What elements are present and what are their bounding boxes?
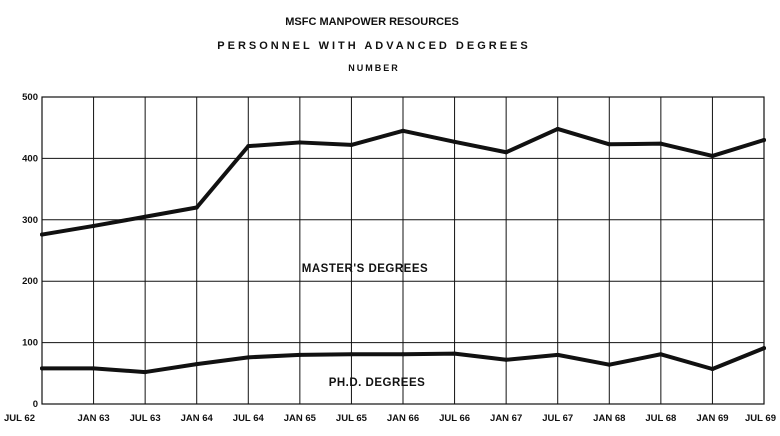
x-tick-labels: JUL 62 JAN 63 JUL 63 JAN 64 JUL 64 JAN 65 JUL … (4, 413, 776, 424)
x-tick-label: JAN 69 (696, 413, 728, 424)
data-point-master-s-degrees (194, 205, 199, 210)
x-tick-label: JUL 68 (645, 413, 676, 424)
data-point-ph-d-degrees (143, 370, 148, 375)
plot-frame (41, 96, 765, 405)
chart-subtitle: PERSONNEL WITH ADVANCED DEGREES (217, 40, 530, 52)
y-tick-label: 200 (22, 276, 38, 287)
data-point-ph-d-degrees (401, 352, 405, 357)
data-point-master-s-degrees (246, 144, 251, 149)
data-point-master-s-degrees (297, 140, 302, 145)
x-tick-label: JAN 66 (387, 413, 419, 424)
x-tick-label: JUL 67 (542, 413, 573, 424)
y-tick-label: 500 (22, 92, 38, 103)
data-point-master-s-degrees (762, 137, 766, 142)
x-tick-label: JUL 62 (4, 413, 35, 424)
data-point-master-s-degrees (40, 232, 44, 237)
data-point-master-s-degrees (349, 142, 354, 147)
x-tick-label: JAN 67 (490, 413, 522, 424)
data-point-ph-d-degrees (555, 352, 560, 357)
y-tick-label: 0 (33, 399, 38, 410)
x-tick-label: JUL 63 (130, 413, 161, 424)
data-point-ph-d-degrees (40, 366, 44, 371)
series-layer (40, 126, 766, 375)
x-tick-label: JAN 64 (181, 413, 214, 424)
y-tick-label: 100 (22, 338, 38, 349)
data-point-ph-d-degrees (607, 362, 612, 367)
data-point-ph-d-degrees (297, 352, 302, 357)
data-point-ph-d-degrees (504, 357, 509, 362)
data-point-master-s-degrees (91, 223, 96, 228)
x-tick-label: JAN 65 (284, 413, 317, 424)
series-label-masters-degrees: MASTER'S DEGREES (302, 263, 428, 275)
x-tick-label: JAN 63 (77, 413, 109, 424)
x-tick-label: JUL 64 (233, 413, 265, 424)
data-point-ph-d-degrees (762, 346, 766, 351)
data-point-master-s-degrees (710, 153, 715, 158)
y-tick-label: 300 (22, 215, 38, 226)
data-point-master-s-degrees (401, 128, 405, 133)
grid-layer (41, 96, 765, 405)
data-point-ph-d-degrees (349, 352, 354, 357)
chart-title: MSFC MANPOWER RESOURCES (285, 16, 459, 28)
y-tick-label: 400 (22, 153, 38, 164)
x-tick-label: JUL 65 (336, 413, 368, 424)
data-point-master-s-degrees (555, 126, 560, 131)
x-tick-label: JUL 66 (439, 413, 470, 424)
data-point-master-s-degrees (452, 139, 457, 144)
data-point-ph-d-degrees (246, 355, 251, 360)
data-point-master-s-degrees (607, 142, 612, 147)
data-point-ph-d-degrees (710, 367, 715, 372)
data-point-master-s-degrees (504, 150, 509, 155)
data-point-master-s-degrees (658, 141, 663, 146)
series-label-phd-degrees: PH.D. DEGREES (329, 377, 426, 389)
y-axis-label: NUMBER (348, 63, 400, 73)
data-point-ph-d-degrees (452, 351, 457, 356)
data-point-ph-d-degrees (91, 366, 96, 371)
x-tick-label: JUL 69 (745, 413, 776, 424)
data-point-ph-d-degrees (194, 362, 199, 367)
x-tick-label: JAN 68 (593, 413, 625, 424)
y-tick-labels: 0 100 200 300 400 500 (22, 92, 38, 410)
data-point-ph-d-degrees (658, 352, 663, 357)
data-point-master-s-degrees (143, 214, 148, 219)
